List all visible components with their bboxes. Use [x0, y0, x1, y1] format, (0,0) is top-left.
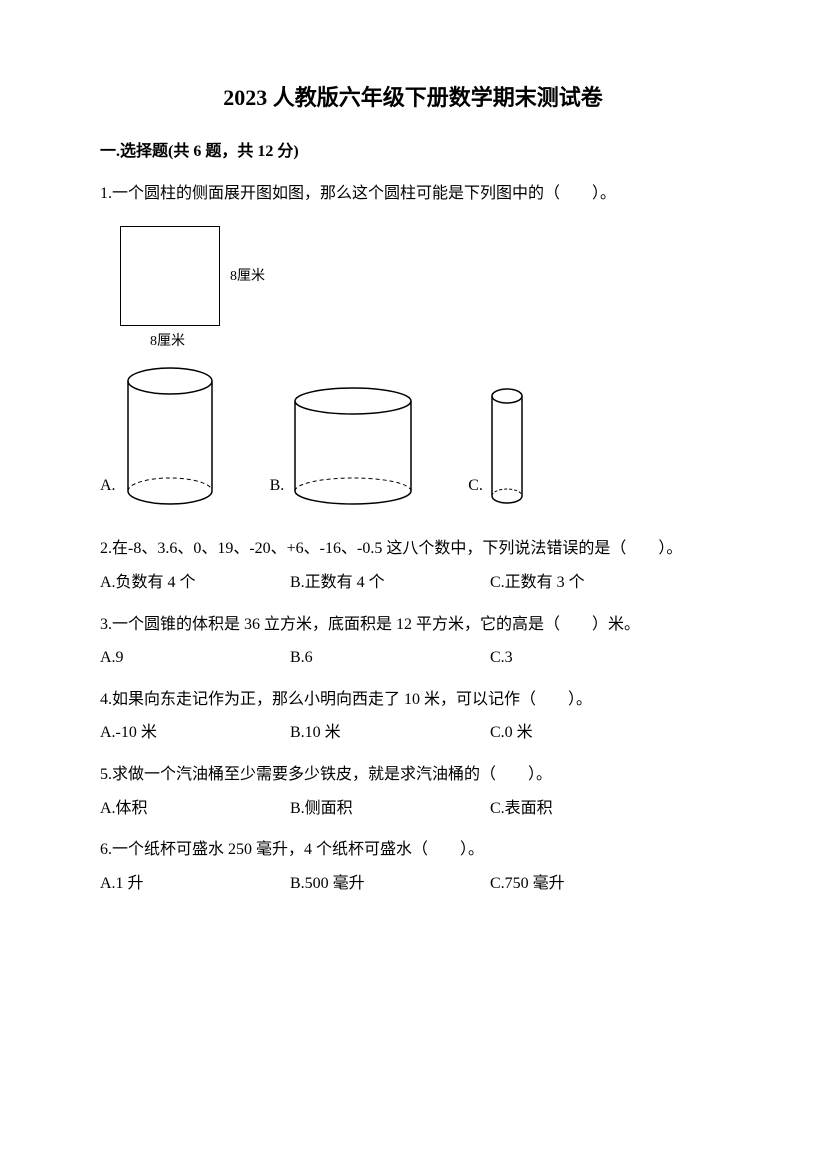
q6-opt-c: C.750 毫升 [490, 871, 670, 897]
question-1: 1.一个圆柱的侧面展开图如图，那么这个圆柱可能是下列图中的（ ）。 8厘米 8厘… [100, 181, 726, 507]
q1-option-c: C. [468, 386, 527, 506]
square-label-bottom: 8厘米 [150, 331, 185, 353]
q5-opt-a: A.体积 [100, 796, 290, 822]
q3-opt-b: B.6 [290, 645, 490, 671]
q1-option-b: B. [270, 386, 419, 506]
q5-opt-b: B.侧面积 [290, 796, 490, 822]
q4-opt-b: B.10 米 [290, 720, 490, 746]
q2-opt-a: A.负数有 4 个 [100, 570, 290, 596]
q1-text: 1.一个圆柱的侧面展开图如图，那么这个圆柱可能是下列图中的（ ）。 [100, 181, 726, 207]
question-5: 5.求做一个汽油桶至少需要多少铁皮，就是求汽油桶的（ ）。 A.体积 B.侧面积… [100, 762, 726, 821]
question-3: 3.一个圆锥的体积是 36 立方米，底面积是 12 平方米，它的高是（ ）米。 … [100, 612, 726, 671]
q5-options: A.体积 B.侧面积 C.表面积 [100, 796, 726, 822]
q1-opt-a-label: A. [100, 473, 116, 499]
question-6: 6.一个纸杯可盛水 250 毫升，4 个纸杯可盛水（ ）。 A.1 升 B.50… [100, 837, 726, 896]
q4-text: 4.如果向东走记作为正，那么小明向西走了 10 米，可以记作（ ）。 [100, 687, 726, 713]
q1-option-a: A. [100, 366, 220, 506]
q4-opt-c: C.0 米 [490, 720, 670, 746]
q6-opt-b: B.500 毫升 [290, 871, 490, 897]
cylinder-a-icon [120, 366, 220, 506]
q2-options: A.负数有 4 个 B.正数有 4 个 C.正数有 3 个 [100, 570, 726, 596]
cylinder-c-icon [487, 386, 527, 506]
question-4: 4.如果向东走记作为正，那么小明向西走了 10 米，可以记作（ ）。 A.-10… [100, 687, 726, 746]
q5-opt-c: C.表面积 [490, 796, 670, 822]
cylinder-b-icon [288, 386, 418, 506]
q1-opt-c-label: C. [468, 473, 483, 499]
q3-opt-a: A.9 [100, 645, 290, 671]
q6-options: A.1 升 B.500 毫升 C.750 毫升 [100, 871, 726, 897]
q3-opt-c: C.3 [490, 645, 670, 671]
q1-square-figure: 8厘米 8厘米 [120, 226, 320, 326]
q3-options: A.9 B.6 C.3 [100, 645, 726, 671]
square-label-right: 8厘米 [230, 266, 265, 288]
question-2: 2.在-8、3.6、0、19、-20、+6、-16、-0.5 这八个数中，下列说… [100, 536, 726, 595]
q2-opt-b: B.正数有 4 个 [290, 570, 490, 596]
page-title: 2023 人教版六年级下册数学期末测试卷 [100, 80, 726, 115]
q3-text: 3.一个圆锥的体积是 36 立方米，底面积是 12 平方米，它的高是（ ）米。 [100, 612, 726, 638]
q1-cylinders: A. B. C. [100, 366, 726, 506]
q6-opt-a: A.1 升 [100, 871, 290, 897]
q1-opt-b-label: B. [270, 473, 285, 499]
section-header: 一.选择题(共 6 题，共 12 分) [100, 139, 726, 165]
q4-options: A.-10 米 B.10 米 C.0 米 [100, 720, 726, 746]
q2-opt-c: C.正数有 3 个 [490, 570, 670, 596]
q6-text: 6.一个纸杯可盛水 250 毫升，4 个纸杯可盛水（ ）。 [100, 837, 726, 863]
square-shape [120, 226, 220, 326]
q5-text: 5.求做一个汽油桶至少需要多少铁皮，就是求汽油桶的（ ）。 [100, 762, 726, 788]
q2-text: 2.在-8、3.6、0、19、-20、+6、-16、-0.5 这八个数中，下列说… [100, 536, 726, 562]
q4-opt-a: A.-10 米 [100, 720, 290, 746]
